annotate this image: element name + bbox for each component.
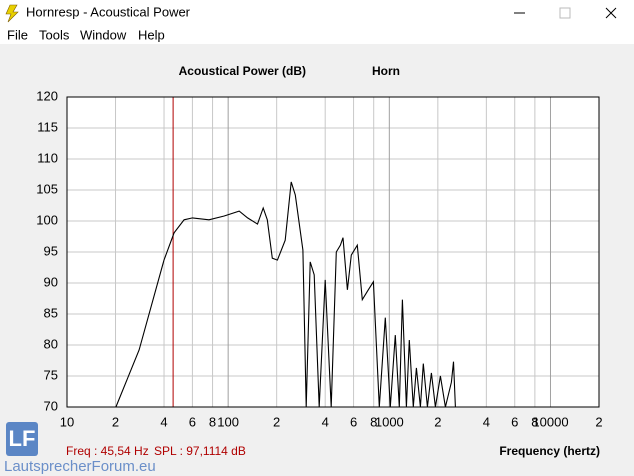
menu-item[interactable]: Window — [80, 27, 127, 42]
x-tick-label: 8 — [531, 414, 538, 429]
y-tick-label: 100 — [36, 212, 58, 227]
x-tick-label: 4 — [160, 414, 167, 429]
x-tick-label: 4 — [483, 414, 490, 429]
watermark-logo: LF — [9, 426, 36, 451]
x-tick-label: 6 — [350, 414, 357, 429]
x-tick-label: 10000 — [532, 414, 568, 429]
close-button[interactable] — [605, 7, 617, 19]
x-tick-label: 2 — [595, 414, 602, 429]
cursor-frequency: Freq : 45,54 Hz — [66, 444, 149, 458]
x-tick-label: 10 — [60, 414, 74, 429]
window-title: Hornresp - Acoustical Power — [26, 4, 191, 19]
maximize-button[interactable] — [559, 7, 571, 19]
x-tick-label: 8 — [209, 414, 216, 429]
spl-curve — [115, 181, 456, 408]
y-tick-label: 110 — [37, 150, 58, 165]
y-tick-label: 105 — [36, 181, 58, 196]
menu-item[interactable]: File — [7, 27, 28, 42]
y-tick-label: 90 — [44, 274, 58, 289]
cursor-spl: SPL : 97,1114 dB — [154, 444, 246, 458]
menu-item[interactable]: Tools — [39, 27, 70, 42]
x-tick-label: 2 — [112, 414, 119, 429]
y-tick-label: 80 — [44, 336, 58, 351]
x-tick-label: 2 — [434, 414, 441, 429]
watermark-text: LautsprecherForum.eu — [4, 458, 156, 475]
menu-bar — [0, 26, 634, 44]
x-tick-label: 4 — [322, 414, 329, 429]
x-tick-label: 8 — [370, 414, 377, 429]
app-icon — [5, 4, 19, 23]
x-tick-label: 6 — [189, 414, 196, 429]
x-axis-label: Frequency (hertz) — [499, 444, 600, 458]
chart-title: Acoustical Power (dB) — [179, 64, 306, 78]
plot-border — [66, 96, 600, 408]
menu-item[interactable]: Help — [138, 27, 165, 42]
x-tick-label: 100 — [217, 414, 239, 429]
watermark-logo-box — [6, 422, 38, 456]
y-tick-label: 85 — [44, 305, 58, 320]
y-tick-label: 115 — [37, 119, 58, 134]
y-tick-label: 70 — [44, 398, 58, 413]
title-bar — [0, 0, 634, 26]
chart-subtitle: Horn — [372, 64, 400, 78]
y-tick-label: 95 — [44, 243, 58, 258]
y-tick-label: 75 — [44, 367, 58, 382]
x-tick-label: 2 — [273, 414, 280, 429]
x-tick-label: 6 — [511, 414, 518, 429]
x-tick-label: 1000 — [375, 414, 404, 429]
y-tick-label: 120 — [36, 88, 58, 103]
